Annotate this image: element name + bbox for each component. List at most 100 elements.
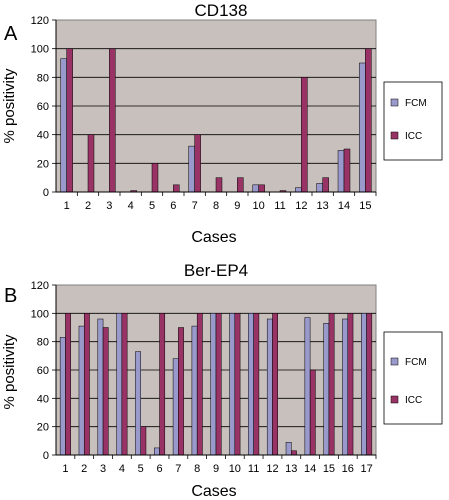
panel-b-bar-icc-case-2 <box>83 313 90 456</box>
panel-a-bar-icc-case-8 <box>215 177 223 193</box>
panel-b-bar-fcm-case-11 <box>248 313 254 456</box>
panel-b-bar-fcm-case-1 <box>59 337 66 456</box>
panel-a-x-tick-label: 5 <box>149 200 155 212</box>
panel-b-bar-icc-case-14 <box>309 369 316 456</box>
panel-a-label: A <box>4 23 18 45</box>
panel-a-x-tick-label: 15 <box>359 200 371 212</box>
panel-a-bar-icc-case-3 <box>109 48 116 193</box>
panel-a-bars <box>60 48 372 193</box>
panel-b-legend-swatch-fcm <box>390 357 399 366</box>
panel-a-y-axis: 0 20 40 60 80 100 120 <box>31 15 57 199</box>
panel-b-legend: FCM ICC <box>383 331 443 425</box>
panel-a-legend: FCM ICC <box>383 81 443 161</box>
panel-b-x-tick-label: 9 <box>213 463 219 475</box>
panel-a-bar-icc-case-12 <box>301 77 308 193</box>
panel-a-bar-icc-case-7 <box>194 134 201 193</box>
panel-a-x-tick-label: 12 <box>295 200 307 212</box>
panel-b-y-axis: 0 20 40 60 80 100 120 <box>31 280 57 462</box>
panel-b-bar-icc-case-13 <box>291 450 297 456</box>
panel-b-y-tick-label: 0 <box>43 450 49 462</box>
panel-a-x-tick-label: 3 <box>106 200 112 212</box>
panel-b-legend-swatch-icc <box>390 395 399 404</box>
panel-a-bar-fcm-case-14 <box>337 150 345 193</box>
panel-b-x-tick-label: 13 <box>285 463 297 475</box>
panel-b-x-tick-label: 12 <box>266 463 278 475</box>
panel-b-bar-fcm-case-3 <box>97 318 104 456</box>
panel-a-x-tick-label: 2 <box>85 200 91 212</box>
panel-b-bar-icc-case-7 <box>178 327 184 456</box>
panel-b-bar-fcm-case-9 <box>210 313 217 456</box>
panel-b-bar-icc-case-16 <box>347 313 354 456</box>
panel-b-bar-fcm-case-16 <box>342 318 349 456</box>
panel-b-title: Ber-EP4 <box>184 261 248 280</box>
panel-b-legend-label-fcm: FCM <box>405 357 427 368</box>
panel-b-x-tick-label: 11 <box>248 463 259 475</box>
panel-b-bar-icc-case-12 <box>272 313 278 456</box>
panel-b-x-tick-label: 15 <box>323 463 335 475</box>
panel-a-bar-icc-case-15 <box>365 48 372 193</box>
panel-a-bar-icc-case-2 <box>87 134 95 193</box>
panel-b-y-tick-label: 120 <box>31 280 49 292</box>
panel-b-bar-icc-case-9 <box>215 313 222 456</box>
panel-a-x-axis: 1 2 3 4 5 6 7 8 9 10 11 12 13 14 15 <box>56 191 377 212</box>
panel-a-x-tick-label: 13 <box>317 200 329 212</box>
panel-b-bar-icc-case-1 <box>65 313 71 456</box>
panel-b-x-tick-label: 5 <box>138 463 144 475</box>
panel-a-bar-icc-case-6 <box>173 184 180 193</box>
panel-a-y-tick-label: 120 <box>31 15 49 27</box>
panel-a-x-tick-label: 10 <box>253 200 265 212</box>
panel-a-bar-icc-case-13 <box>322 177 329 193</box>
panel-a-y-tick-label: 60 <box>37 101 49 113</box>
panel-b-x-tick-label: 7 <box>175 463 181 475</box>
panel-a-bar-fcm-case-7 <box>188 145 195 193</box>
panel-a-x-axis-title: Cases <box>191 229 236 246</box>
panel-a-y-tick-label: 100 <box>31 44 49 56</box>
panel-a-y-axis-title: % positivity <box>1 68 18 144</box>
panel-a-bar-icc-case-1 <box>66 48 73 193</box>
panel-b-bar-fcm-case-7 <box>172 358 179 456</box>
panel-a-legend-label-fcm: FCM <box>405 98 427 109</box>
panel-a-x-tick-label: 4 <box>128 200 134 212</box>
panel-b-x-tick-label: 4 <box>119 463 125 475</box>
panel-a-title: CD138 <box>195 1 248 20</box>
panel-a-legend-label-icc: ICC <box>405 131 422 142</box>
panel-b-legend-box <box>383 331 443 425</box>
panel-b-x-axis-title: Cases <box>191 483 236 500</box>
panel-b-bar-icc-case-15 <box>328 313 335 456</box>
panel-b-bar-icc-case-3 <box>102 327 109 456</box>
panel-a-x-tick-label: 14 <box>338 200 350 212</box>
panel-b-bar-fcm-case-17 <box>361 313 367 456</box>
panel-a-y-tick-label: 0 <box>43 187 49 199</box>
panel-a-y-tick-label: 80 <box>37 72 49 84</box>
panel-b-bar-fcm-case-14 <box>304 317 311 456</box>
panel-a-y-tick-label: 40 <box>37 130 49 142</box>
panel-b-bar-fcm-case-15 <box>323 323 330 456</box>
panel-b-bar-fcm-case-6 <box>154 447 160 456</box>
panel-a-bar-fcm-case-1 <box>60 58 67 193</box>
panel-a-legend-swatch-icc <box>390 131 399 140</box>
panel-b-bar-fcm-case-5 <box>135 351 141 456</box>
panel-b-y-tick-label: 100 <box>31 308 49 320</box>
panel-b-x-tick-label: 16 <box>342 463 354 475</box>
panel-b-y-axis-title: % positivity <box>1 334 18 410</box>
panel-b-y-tick-label: 80 <box>37 337 49 349</box>
panel-b-x-tick-label: 2 <box>81 463 87 475</box>
panel-b-y-tick-label: 60 <box>37 365 49 377</box>
panel-b-x-tick-label: 6 <box>156 463 162 475</box>
panel-b-x-tick-label: 14 <box>304 463 316 475</box>
panel-b-bar-fcm-case-10 <box>229 313 236 456</box>
panel-b-bar-fcm-case-12 <box>266 318 273 456</box>
panel-a-bar-icc-case-5 <box>151 163 159 193</box>
panel-b-bar-icc-case-10 <box>234 313 241 456</box>
panel-b-legend-label-icc: ICC <box>405 395 422 406</box>
panel-b-label: B <box>4 285 17 307</box>
panel-b-x-tick-label: 1 <box>62 463 68 475</box>
panel-a-legend-swatch-fcm <box>390 98 399 107</box>
panel-b-bar-icc-case-4 <box>121 313 128 456</box>
panel-a-legend-box <box>383 81 443 161</box>
panel-b-x-axis: 1 2 3 4 5 6 7 8 9 10 11 12 13 14 15 16 17 <box>56 454 377 475</box>
panel-a-bar-icc-case-14 <box>343 148 351 193</box>
